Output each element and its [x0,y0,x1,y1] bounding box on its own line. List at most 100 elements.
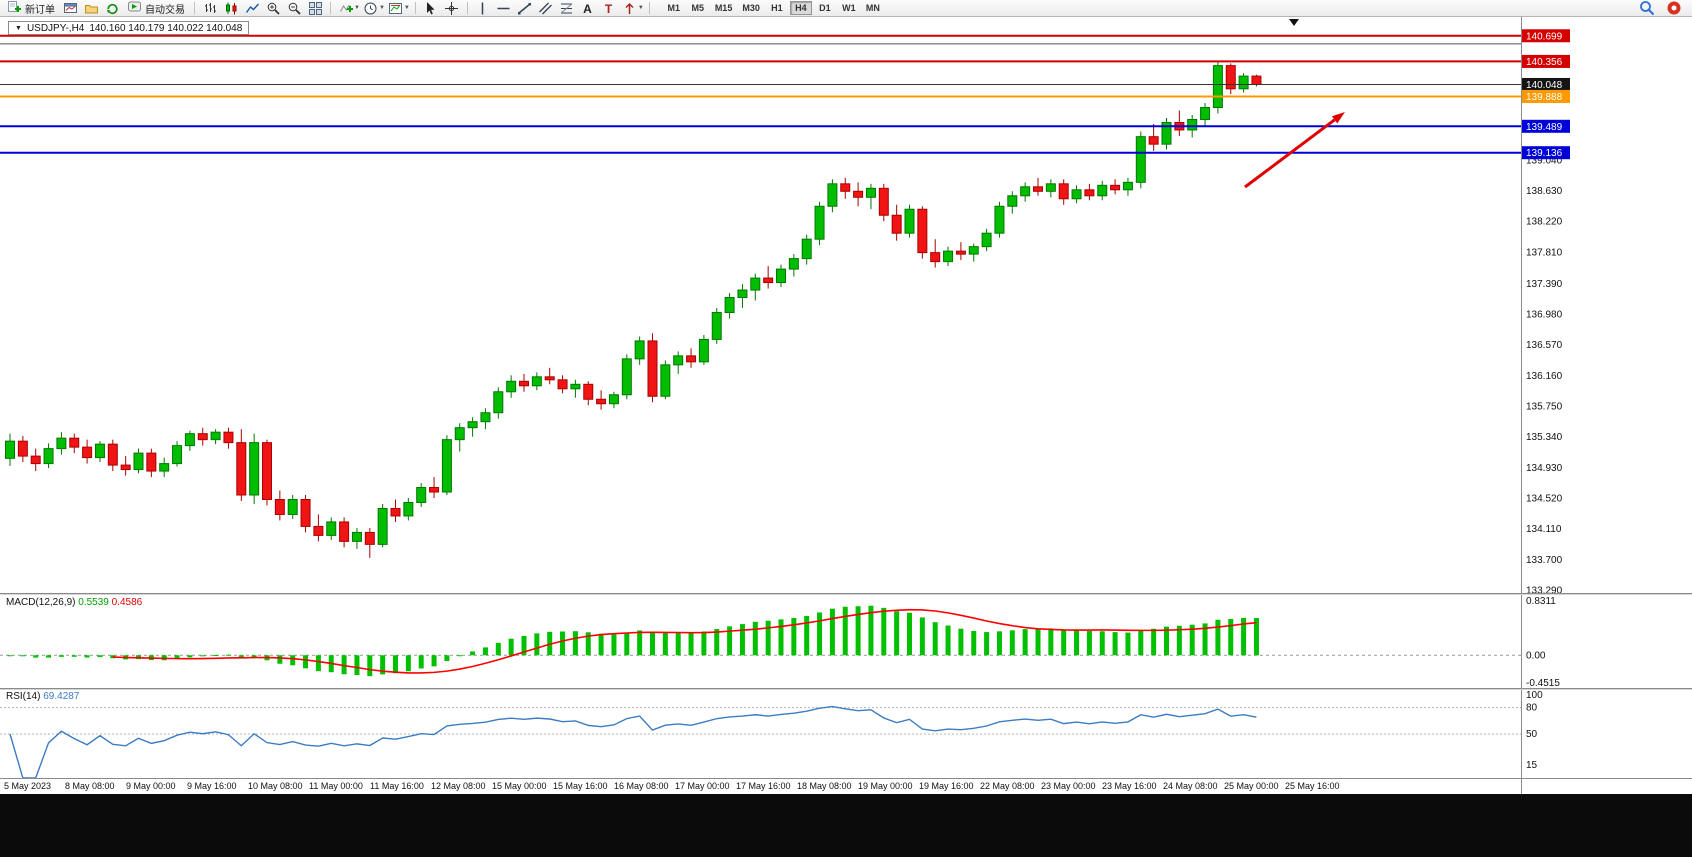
candle-body [698,338,709,363]
new-order-button[interactable]: 新订单 [3,1,59,16]
tile-windows-icon[interactable] [305,1,325,16]
macd-histogram-bar [1215,619,1221,656]
panel-separator[interactable] [0,778,1692,779]
price-tag [1522,89,1570,103]
time-axis[interactable]: 5 May 2023 8 May 08:00 9 May 00:00 9 May 16… [0,779,1692,794]
time-axis-label: 18 May 08:00 [797,781,852,791]
candlestick-chart-icon[interactable] [221,1,241,16]
arrow-annotation-head[interactable] [1331,112,1345,124]
trendline-icon[interactable] [515,1,535,16]
time-axis-label: 9 May 16:00 [187,781,237,791]
macd-histogram-bar [585,632,591,656]
macd-histogram-bar [84,655,90,658]
profiles-icon[interactable] [81,1,101,16]
macd-histogram-bar [739,624,745,656]
price-tag-label: 139.136 [1526,148,1563,159]
macd-histogram-bar [315,655,321,672]
macd-histogram-bar [688,632,694,656]
rsi-panel-canvas[interactable]: 100 80 50 15 [0,690,1692,778]
timeframe-w1[interactable]: W1 [842,3,856,13]
candle-body [878,187,889,216]
timeframe-m5[interactable]: M5 [691,3,705,13]
candle-body [493,391,504,414]
periods-icon[interactable] [361,1,381,16]
cursor-icon[interactable] [421,1,441,16]
chart-title-box: ▼ USDJPY-,H4 140.160 140.179 140.022 140… [8,21,250,35]
macd-histogram-bar [290,655,296,666]
price-axis-label: 135.750 [1526,401,1563,412]
new-chart-icon[interactable] [60,1,80,16]
macd-axis-label: 0.8311 [1526,596,1556,607]
timeframe-m15[interactable]: M15 [714,3,733,13]
search-icon[interactable] [1637,1,1657,16]
timeframe-m30[interactable]: M30 [742,3,760,13]
arrows-tool-icon[interactable] [620,1,640,16]
templates-icon[interactable] [386,1,406,16]
bottom-black-area [0,794,1692,857]
candle-body [1007,195,1018,207]
timeframe-d1[interactable]: D1 [819,3,831,13]
candle-body [403,501,414,517]
macd-histogram-bar [572,631,578,656]
candle-body [364,531,375,545]
line-chart-icon[interactable] [242,1,262,16]
macd-histogram-bar [637,630,643,656]
macd-histogram-bar [405,655,411,672]
periods-dropdown-icon[interactable]: ▼ [378,5,385,11]
macd-histogram-bar [804,615,810,656]
bar-chart-icon[interactable] [200,1,220,16]
toolbar: 新订单 自动交易 ▼ ▼ ▼ A T ▼ M1 M5 M15 M30 H1 H4 D1 W1 [0,0,1692,17]
text-label-icon[interactable]: T [599,1,619,16]
vertical-line-icon[interactable] [473,1,493,16]
macd-histogram-bar [1086,630,1092,656]
rsi-name: RSI(14) [6,691,41,702]
macd-histogram-bar [894,611,900,656]
candle-body [300,498,311,527]
candle-body [570,383,581,390]
rsi-axis-label: 50 [1526,729,1538,740]
macd-histogram-bar [701,631,707,656]
refresh-icon[interactable] [102,1,122,16]
candle-body [583,383,594,400]
toolbar-right-group [1637,1,1689,16]
indicators-icon[interactable] [336,1,356,16]
chart-shift-marker[interactable] [1289,19,1299,26]
price-tag-label: 140.048 [1526,80,1563,91]
candle-body [133,452,144,471]
timeframe-m1[interactable]: M1 [667,3,681,13]
time-axis-label: 5 May 2023 [4,781,52,791]
price-tag-label: 139.888 [1526,92,1563,103]
candle-body [660,364,671,397]
one-click-trading-arrow-icon[interactable]: ▼ [15,24,22,32]
crosshair-icon[interactable] [442,1,462,16]
timeframe-h1[interactable]: H1 [771,3,783,13]
candle-body [840,183,851,192]
arrow-annotation[interactable] [1244,118,1336,189]
panel-separator[interactable] [0,593,1692,595]
main-chart-canvas[interactable]: 139.040 138.630 138.220 137.810 137.390 136.9… [0,17,1692,593]
macd-histogram-bar [971,630,977,656]
macd-histogram-bar [444,655,450,662]
price-axis-label: 137.390 [1526,279,1563,290]
arrows-dropdown-icon[interactable]: ▼ [637,5,644,11]
fibonacci-icon[interactable] [557,1,577,16]
indicators-dropdown-icon[interactable]: ▼ [354,5,360,11]
panel-separator[interactable] [0,688,1692,690]
channel-icon[interactable] [536,1,556,16]
price-tag [1522,146,1570,160]
macd-histogram-bar [354,655,360,675]
auto-trading-button[interactable]: 自动交易 [123,1,189,16]
macd-panel-canvas[interactable]: 0.8311 0.00 -0.4515 [0,595,1692,688]
macd-histogram-bar [46,655,52,658]
templates-dropdown-icon[interactable]: ▼ [403,5,410,11]
timeframe-mn[interactable]: MN [865,3,880,13]
macd-histogram-bar [714,629,720,656]
horizontal-line-icon[interactable] [494,1,514,16]
timeframe-h4[interactable]: H4 [789,1,812,15]
zoom-in-icon[interactable] [263,1,283,16]
macd-signal-value: 0.4586 [111,597,143,608]
notifications-icon[interactable] [1664,1,1684,16]
zoom-out-icon[interactable] [284,1,304,16]
text-icon[interactable]: A [578,1,598,16]
